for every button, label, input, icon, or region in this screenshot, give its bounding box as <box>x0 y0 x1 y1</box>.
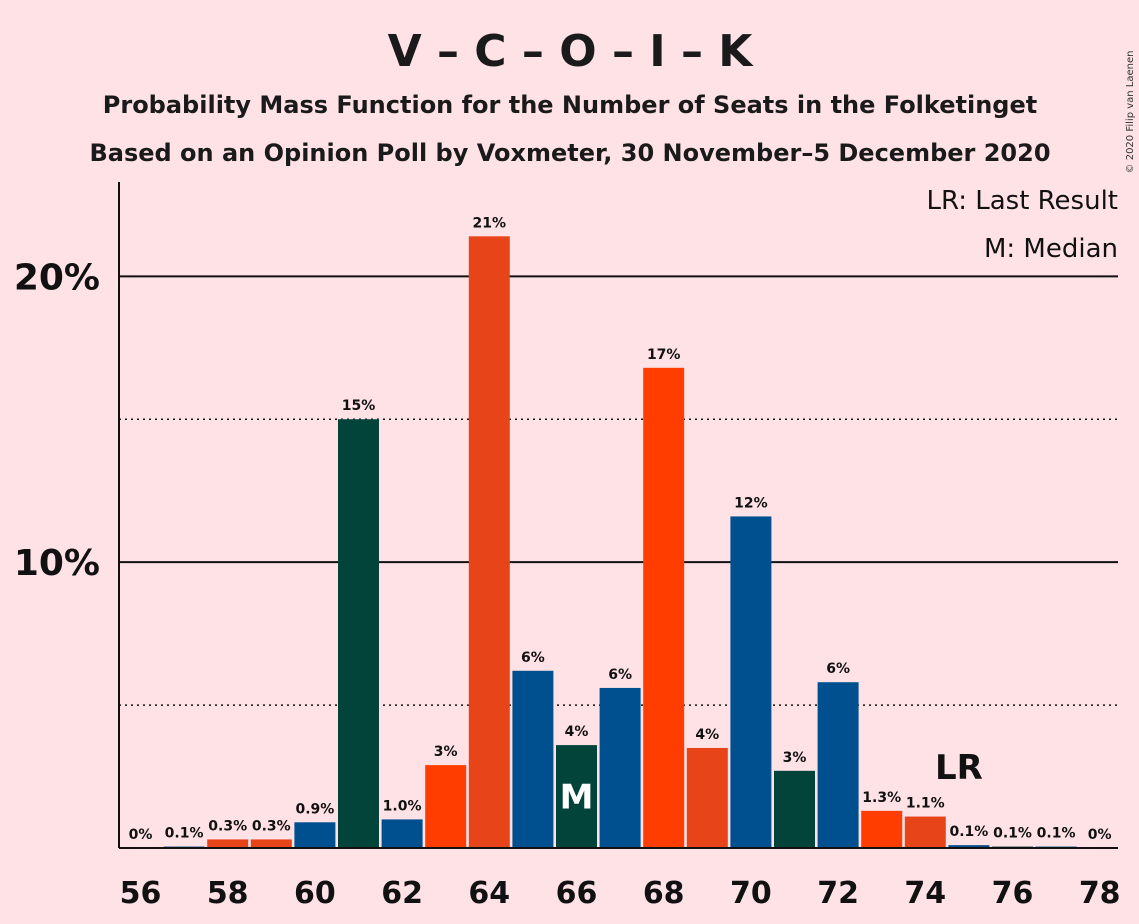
x-tick-label: 60 <box>294 876 336 911</box>
data-label-seat-62: 1.0% <box>383 798 422 814</box>
bar-seat-75 <box>948 845 990 848</box>
x-tick-label: 76 <box>992 876 1034 911</box>
x-tick-label: 68 <box>643 876 685 911</box>
x-tick-label: 78 <box>1079 876 1121 911</box>
data-label-seat-68: 17% <box>647 347 681 363</box>
legend-last-result: LR: Last Result <box>926 186 1118 216</box>
bar-seat-67 <box>599 687 641 848</box>
gridlines: 10% 20% <box>14 257 1118 706</box>
data-label-seat-56: 0% <box>129 827 153 843</box>
data-label-seat-69: 4% <box>695 727 719 743</box>
data-label-seat-59: 0.3% <box>252 818 291 834</box>
bar-seat-69 <box>686 747 728 848</box>
median-marker: M <box>560 778 594 818</box>
data-label-seat-70: 12% <box>734 495 768 511</box>
x-tick-label: 62 <box>381 876 423 911</box>
data-label-seat-74: 1.1% <box>906 796 945 812</box>
bar-seat-62 <box>381 819 423 848</box>
chart-subtitle-1: Probability Mass Function for the Number… <box>103 91 1037 119</box>
bar-seat-72 <box>817 682 859 848</box>
bar-seat-59 <box>250 839 292 848</box>
x-tick-label: 66 <box>556 876 598 911</box>
data-label-seat-71: 3% <box>783 750 807 766</box>
legend-median: M: Median <box>984 234 1118 264</box>
bar-seat-64 <box>468 236 510 848</box>
bar-seat-66 <box>556 745 597 848</box>
data-label-seat-72: 6% <box>826 661 850 677</box>
bars <box>163 236 1077 848</box>
bar-seat-70 <box>730 516 772 848</box>
data-label-seat-57: 0.1% <box>165 826 204 842</box>
bar-seat-68 <box>643 367 685 848</box>
data-label-seat-78: 0% <box>1088 827 1112 843</box>
data-label-seat-65: 6% <box>521 650 545 666</box>
last-result-marker: LR <box>935 748 983 788</box>
x-tick-label: 58 <box>207 876 249 911</box>
data-label-seat-77: 0.1% <box>1037 826 1076 842</box>
x-tick-label: 72 <box>817 876 859 911</box>
axes: 56 58 60 62 64 66 68 70 72 74 76 78 <box>118 182 1121 911</box>
bar-seat-74 <box>904 816 946 848</box>
data-label-seat-67: 6% <box>608 667 632 683</box>
data-label-seat-76: 0.1% <box>993 826 1032 842</box>
bar-seat-63 <box>425 765 467 848</box>
copyright-notice: © 2020 Filip van Laenen <box>1125 51 1136 174</box>
data-label-seat-66: 4% <box>565 724 589 740</box>
chart-title: V – C – O – I – K <box>388 26 755 77</box>
bar-seat-60 <box>294 822 336 848</box>
bar-seat-58 <box>207 839 249 848</box>
data-label-seat-75: 0.1% <box>949 824 988 840</box>
chart-subtitle-2: Based on an Opinion Poll by Voxmeter, 30… <box>89 139 1050 167</box>
x-tick-label: 74 <box>904 876 946 911</box>
data-label-seat-61: 15% <box>342 398 376 414</box>
data-label-seat-73: 1.3% <box>862 790 901 806</box>
bar-seat-65 <box>512 670 554 848</box>
data-labels: 0% 0.1% 0.3% 0.3%0.9%15%1.0%3%21%6%4%6%17%4… <box>129 215 1112 843</box>
bar-seat-71 <box>774 770 815 848</box>
y-tick-label: 20% <box>14 257 100 298</box>
y-tick-label: 10% <box>14 543 100 584</box>
data-label-seat-64: 21% <box>473 215 507 231</box>
bar-seat-61 <box>338 419 379 848</box>
markers: M LR <box>560 748 983 817</box>
x-tick-label: 70 <box>730 876 772 911</box>
data-label-seat-60: 0.9% <box>295 801 334 817</box>
data-label-seat-63: 3% <box>434 744 458 760</box>
x-tick-label: 64 <box>468 876 510 911</box>
data-label-seat-58: 0.3% <box>208 818 247 834</box>
bar-seat-73 <box>861 810 903 848</box>
x-tick-label: 56 <box>120 876 162 911</box>
